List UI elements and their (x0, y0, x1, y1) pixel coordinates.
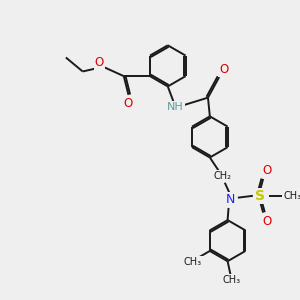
Text: O: O (124, 97, 133, 110)
Text: CH₃: CH₃ (184, 257, 202, 267)
Text: CH₃: CH₃ (222, 275, 240, 285)
Text: O: O (262, 164, 272, 177)
Text: NH: NH (167, 102, 184, 112)
Text: CH₂: CH₂ (213, 171, 231, 181)
Text: N: N (226, 193, 235, 206)
Text: O: O (262, 214, 272, 227)
Text: CH₃: CH₃ (283, 191, 300, 201)
Text: S: S (255, 189, 265, 203)
Text: O: O (219, 63, 229, 76)
Text: O: O (95, 56, 104, 69)
